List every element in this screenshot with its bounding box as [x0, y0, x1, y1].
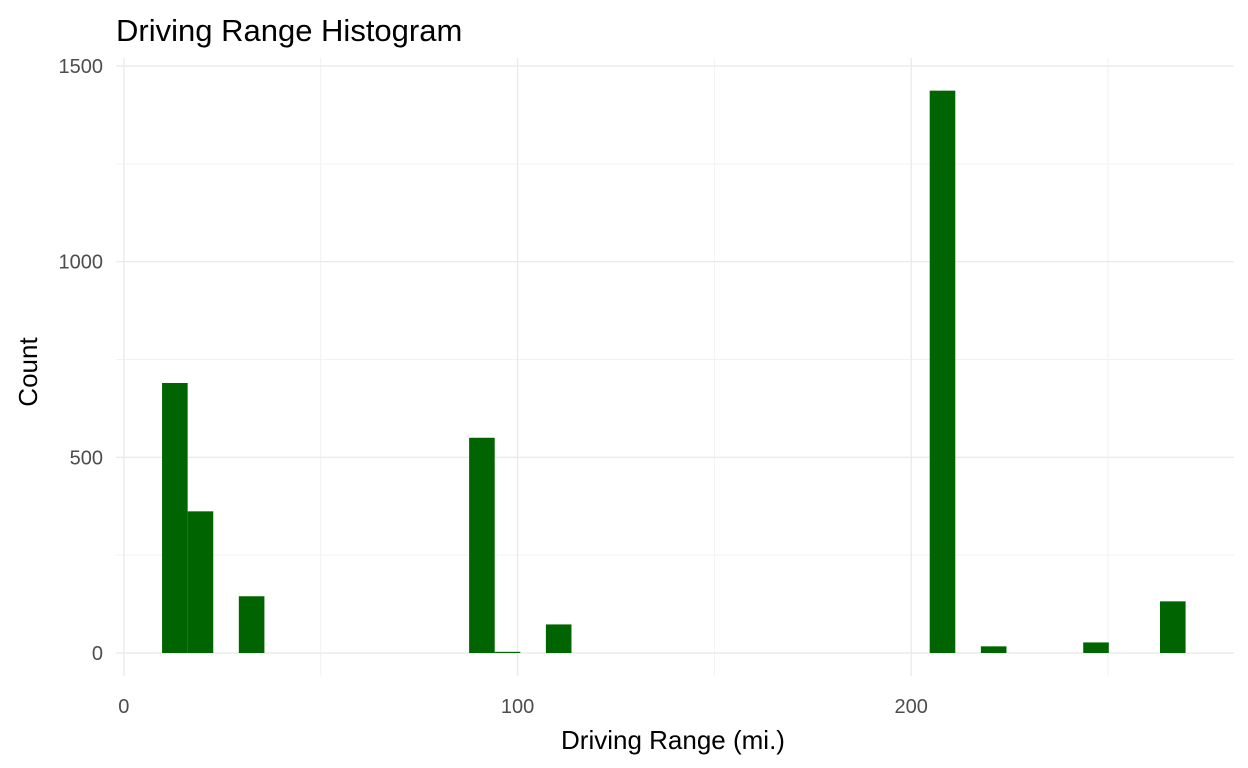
- histogram-bar: [469, 437, 495, 653]
- histogram-bar: [1083, 642, 1109, 653]
- histogram-bar: [162, 382, 188, 653]
- y-tick-label: 1000: [59, 252, 104, 274]
- y-tick-label: 1500: [59, 56, 104, 78]
- histogram-bar: [494, 651, 521, 653]
- histogram-bars: [162, 90, 1186, 654]
- histogram-bar: [545, 624, 572, 653]
- grid-lines: [116, 58, 1234, 676]
- x-tick-label: 100: [501, 696, 534, 718]
- y-axis-tick-labels: 0 500 1000 1500: [59, 56, 104, 665]
- y-tick-label: 500: [70, 447, 103, 469]
- histogram-bar: [929, 90, 956, 654]
- chart-title: Driving Range Histogram: [116, 13, 462, 48]
- x-tick-label: 200: [895, 696, 928, 718]
- y-axis-title: Count: [13, 337, 43, 407]
- x-axis-title: Driving Range (mi.): [561, 725, 785, 755]
- x-axis-tick-labels: 0 100 200: [118, 696, 928, 718]
- x-tick-label: 0: [118, 696, 129, 718]
- histogram-bar: [980, 646, 1007, 653]
- histogram-bar: [238, 596, 265, 653]
- histogram-bar: [1159, 601, 1186, 653]
- y-tick-label: 0: [92, 643, 103, 665]
- histogram-bar: [187, 511, 214, 653]
